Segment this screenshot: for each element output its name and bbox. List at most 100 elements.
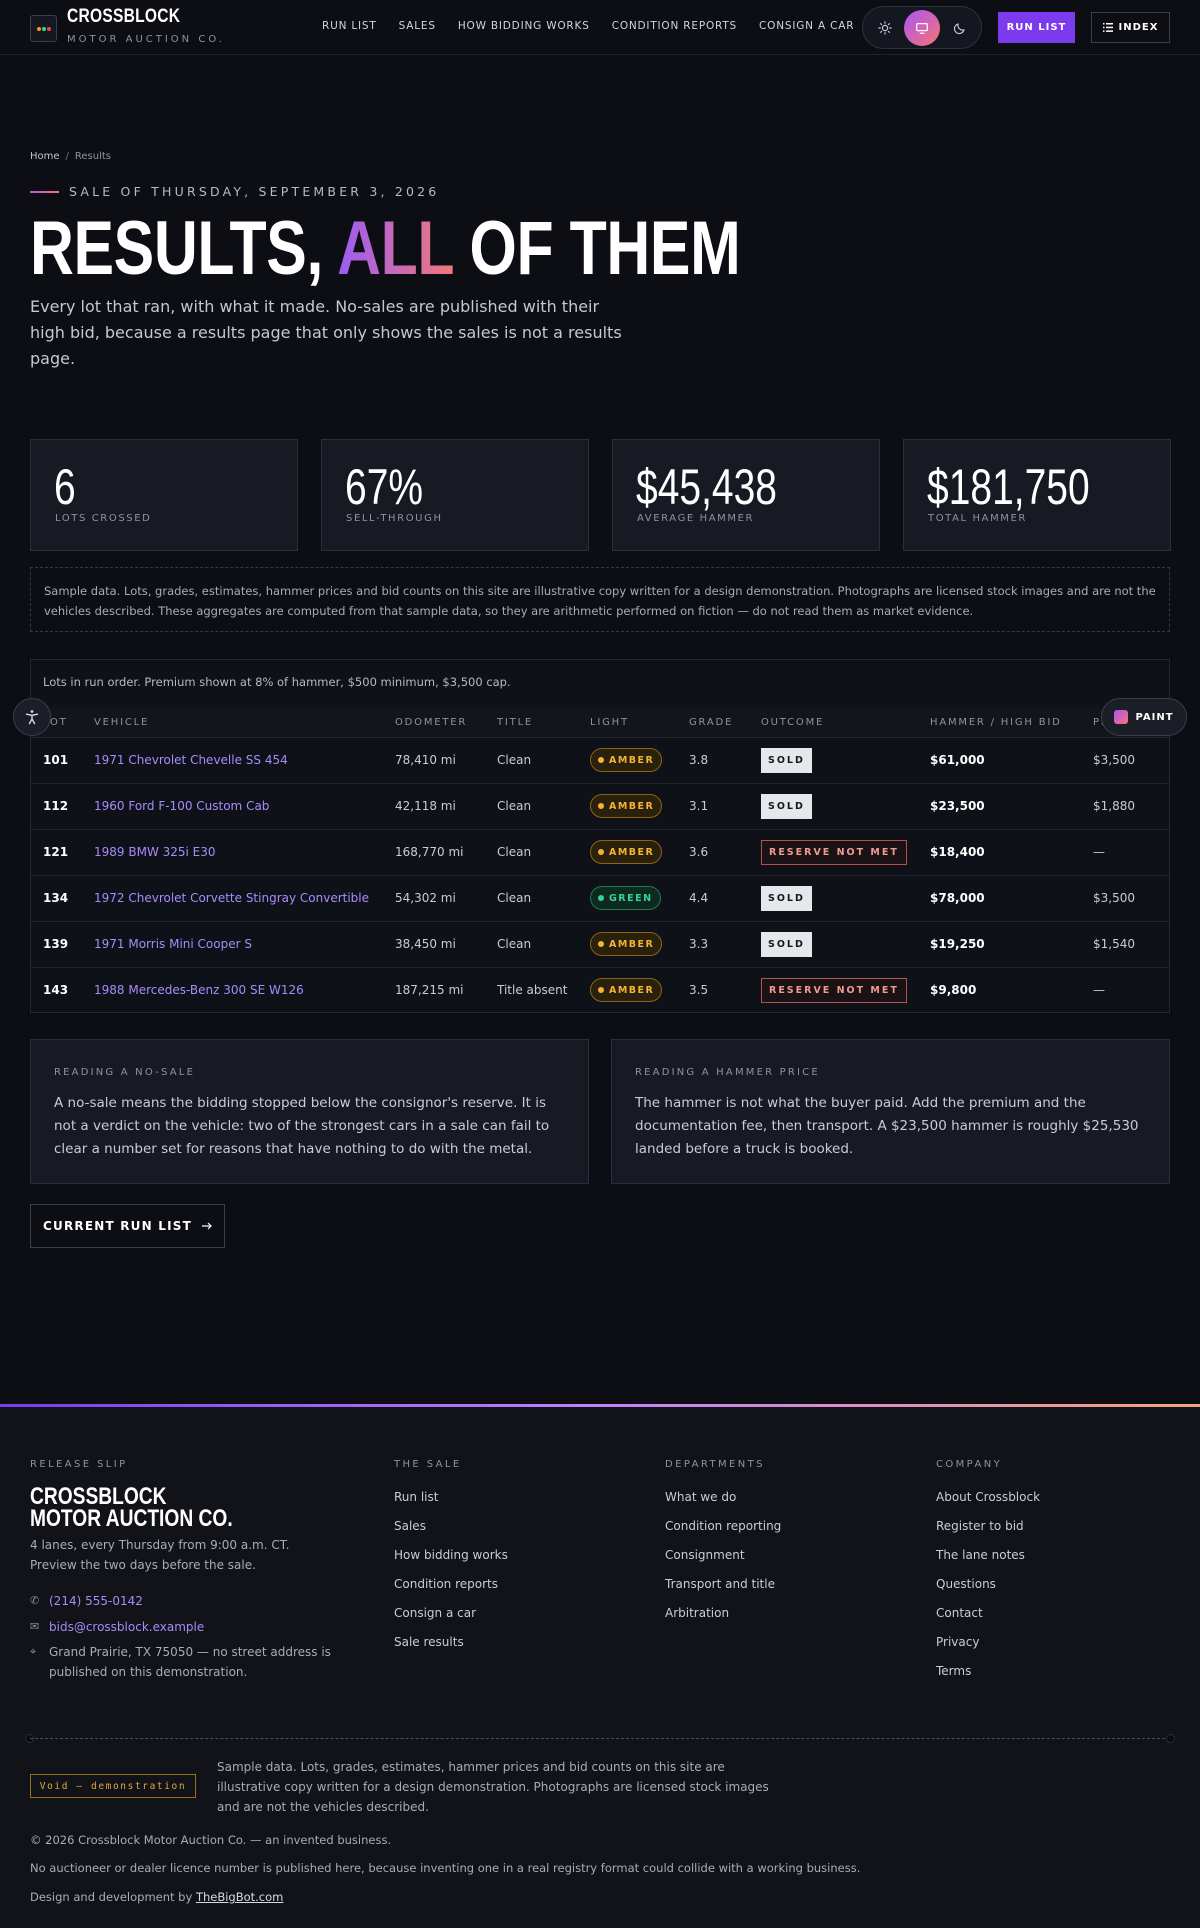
stat-label: TOTAL HAMMER xyxy=(928,513,1027,524)
premium: — xyxy=(1093,983,1105,997)
vehicle-link[interactable]: 1971 Morris Mini Cooper S xyxy=(94,937,252,951)
footer-link-condition-reports[interactable]: Condition reports xyxy=(394,1577,498,1591)
footer-email[interactable]: ✉ bids@crossblock.example xyxy=(30,1617,204,1637)
premium: — xyxy=(1093,845,1105,859)
breadcrumb: Home / Results xyxy=(30,151,111,162)
stat-label: AVERAGE HAMMER xyxy=(637,513,755,524)
footer-link-what-we-do[interactable]: What we do xyxy=(665,1490,737,1504)
footer-brand-line-1: CROSSBLOCK xyxy=(30,1483,167,1510)
footer-link-questions[interactable]: Questions xyxy=(936,1577,996,1591)
footer-link-how-bidding-works[interactable]: How bidding works xyxy=(394,1548,508,1562)
footer-perforation-rule xyxy=(30,1738,1170,1739)
footer-address-line-2: published on this demonstration. xyxy=(49,1665,248,1679)
footer-brand-line-2: MOTOR AUCTION CO. xyxy=(30,1505,233,1532)
footer-sample-note-line-3: and are not the vehicles described. xyxy=(217,1800,429,1814)
results-table: Lots in run order. Premium shown at 8% o… xyxy=(30,659,1170,1013)
nav-consign-a-car[interactable]: CONSIGN A CAR xyxy=(759,20,855,32)
stat-label: SELL-THROUGH xyxy=(346,513,443,524)
palette-icon xyxy=(1114,710,1129,724)
nav-sales[interactable]: SALES xyxy=(398,20,436,32)
footer-link-consign-a-car[interactable]: Consign a car xyxy=(394,1606,477,1620)
outcome-badge-sold: SOLD xyxy=(761,932,812,957)
phone-icon: ✆ xyxy=(30,1594,40,1607)
outcome-badge-sold: SOLD xyxy=(761,748,812,773)
footer-link-lane-notes[interactable]: The lane notes xyxy=(936,1548,1025,1562)
map-pin-icon: ⌖ xyxy=(30,1645,37,1658)
credit-link[interactable]: TheBigBot.com xyxy=(195,1890,284,1904)
column-header-grade: GRADE xyxy=(689,717,734,728)
outcome-badge-reserve-not-met: RESERVE NOT MET xyxy=(761,978,907,1003)
theme-dark-button[interactable] xyxy=(942,10,978,46)
grade: 3.8 xyxy=(689,753,709,767)
vehicle-link[interactable]: 1972 Chevrolet Corvette Stingray Convert… xyxy=(94,891,370,905)
odometer: 187,215 mi xyxy=(395,983,464,997)
status-dot xyxy=(598,757,604,763)
title-accent: ALL xyxy=(337,206,454,291)
footer-phone[interactable]: ✆ (214) 555-0142 xyxy=(30,1591,143,1611)
arrow-right-icon xyxy=(201,1222,212,1230)
footer-link-consignment[interactable]: Consignment xyxy=(665,1548,745,1562)
title-part-1: RESULTS, xyxy=(30,206,338,291)
footer-link-privacy[interactable]: Privacy xyxy=(936,1635,980,1649)
current-run-list-button[interactable]: CURRENT RUN LIST xyxy=(30,1204,225,1248)
theme-toggle xyxy=(862,6,982,49)
theme-light-button[interactable] xyxy=(867,10,903,46)
theme-system-button[interactable] xyxy=(904,10,940,46)
odometer: 78,410 mi xyxy=(395,753,456,767)
vehicle-link[interactable]: 1971 Chevrolet Chevelle SS 454 xyxy=(94,753,288,767)
column-header-vehicle: VEHICLE xyxy=(94,717,150,728)
index-button[interactable]: INDEX xyxy=(1091,12,1170,43)
table-row: 121 1989 BMW 325i E30 168,770 mi Clean A… xyxy=(31,830,1169,876)
vehicle-link[interactable]: 1960 Ford F-100 Custom Cab xyxy=(94,799,270,813)
brand-name[interactable]: CROSSBLOCK xyxy=(67,6,181,27)
title-status: Clean xyxy=(497,753,532,767)
footer-link-sale-results[interactable]: Sale results xyxy=(394,1635,464,1649)
hammer-price: $61,000 xyxy=(930,753,985,767)
accessibility-button[interactable] xyxy=(13,698,51,736)
status-dot xyxy=(598,987,604,993)
vehicle-link[interactable]: 1989 BMW 325i E30 xyxy=(94,845,216,859)
hammer-price: $9,800 xyxy=(930,983,977,997)
moon-icon xyxy=(953,23,965,35)
paint-button[interactable]: PAINT xyxy=(1101,698,1187,736)
footer-link-arbitration[interactable]: Arbitration xyxy=(665,1606,730,1620)
status-dot xyxy=(598,803,604,809)
light-badge-amber: AMBER xyxy=(590,840,663,864)
breadcrumb-separator: / xyxy=(65,151,69,162)
logo-dot-green xyxy=(42,27,46,31)
explainer-text: A no-sale means the bidding stopped belo… xyxy=(54,1095,550,1157)
status-dot xyxy=(598,895,604,901)
column-header-outcome: OUTCOME xyxy=(761,717,825,728)
footer-link-sales[interactable]: Sales xyxy=(394,1519,426,1533)
nav-run-list[interactable]: RUN LIST xyxy=(322,20,377,32)
footer-link-register-to-bid[interactable]: Register to bid xyxy=(936,1519,1024,1533)
accessibility-icon xyxy=(25,710,39,725)
footer-sample-note-line-1: Sample data. Lots, grades, estimates, ha… xyxy=(217,1760,725,1774)
light-badge-amber: AMBER xyxy=(590,748,663,772)
footer-link-transport-and-title[interactable]: Transport and title xyxy=(665,1577,775,1591)
column-header-title: TITLE xyxy=(497,717,534,728)
breadcrumb-home[interactable]: Home xyxy=(30,151,60,162)
stat-label: LOTS CROSSED xyxy=(55,513,152,524)
run-list-button[interactable]: RUN LIST xyxy=(998,12,1075,43)
logo-dot-amber xyxy=(37,27,41,31)
vehicle-link[interactable]: 1988 Mercedes-Benz 300 SE W126 xyxy=(94,983,304,997)
status-dot xyxy=(598,941,604,947)
footer-link-contact[interactable]: Contact xyxy=(936,1606,983,1620)
footer-link-about[interactable]: About Crossblock xyxy=(936,1490,1041,1504)
outcome-badge-reserve-not-met: RESERVE NOT MET xyxy=(761,840,907,865)
premium: $1,880 xyxy=(1093,799,1135,813)
table-row: 134 1972 Chevrolet Corvette Stingray Con… xyxy=(31,876,1169,922)
footer-schedule-2: Preview the two days before the sale. xyxy=(30,1558,256,1572)
footer-link-condition-reporting[interactable]: Condition reporting xyxy=(665,1519,782,1533)
nav-condition-reports[interactable]: CONDITION REPORTS xyxy=(611,20,738,32)
nav-how-bidding-works[interactable]: HOW BIDDING WORKS xyxy=(457,20,590,32)
hammer-price: $23,500 xyxy=(930,799,985,813)
monitor-icon xyxy=(916,23,928,34)
premium: $1,540 xyxy=(1093,937,1135,951)
footer-link-run-list[interactable]: Run list xyxy=(394,1490,439,1504)
logo-mark[interactable] xyxy=(30,15,57,42)
footer-link-terms[interactable]: Terms xyxy=(936,1664,972,1678)
credit-line: Design and development by TheBigBot.com xyxy=(30,1890,283,1904)
stat-average-hammer: $45,438 AVERAGE HAMMER xyxy=(612,439,880,551)
